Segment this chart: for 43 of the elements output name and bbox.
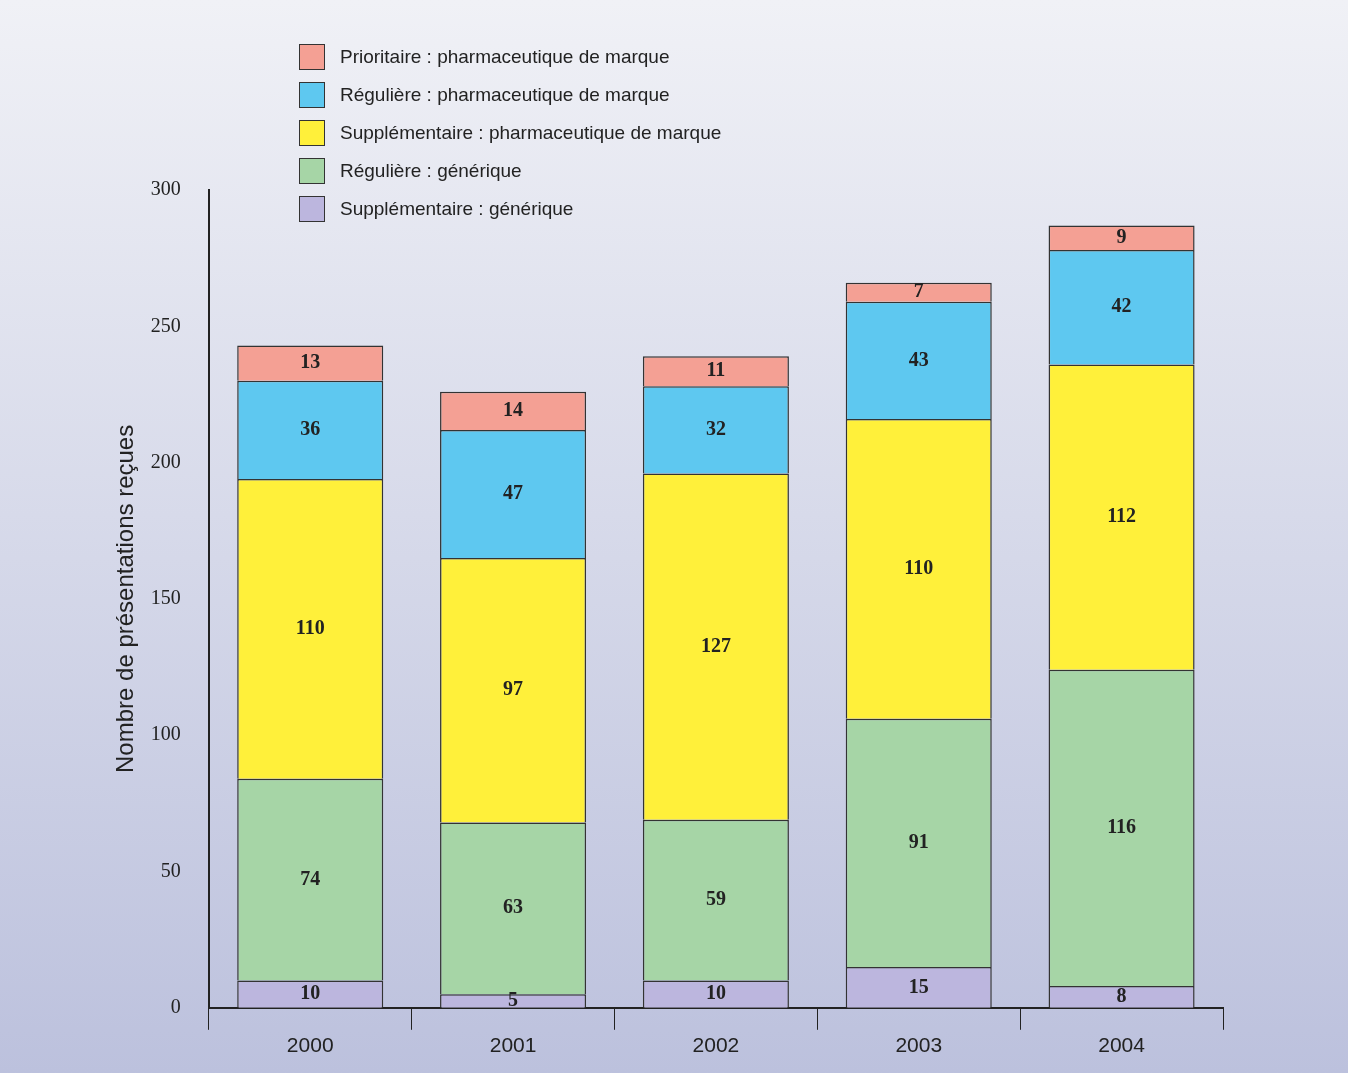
data-label: 10 — [705, 981, 726, 1004]
data-label: 32 — [705, 417, 726, 440]
y-tick-label: 150 — [150, 586, 181, 609]
legend-label: Supplémentaire : pharmaceutique de marque — [340, 122, 722, 144]
data-label: 112 — [1107, 504, 1137, 527]
x-tick-label: 2003 — [895, 1033, 943, 1057]
data-label: 42 — [1111, 294, 1132, 317]
legend-label: Supplémentaire : générique — [340, 198, 574, 220]
y-tick-label: 100 — [150, 722, 181, 745]
data-label: 13 — [300, 350, 321, 373]
x-tick-label: 2004 — [1098, 1033, 1146, 1057]
legend-label: Régulière : générique — [340, 160, 522, 182]
data-label: 15 — [908, 974, 929, 997]
data-label: 97 — [503, 677, 524, 700]
data-label: 10 — [300, 981, 321, 1004]
y-axis-title: Nombre de présentations reçues — [111, 424, 139, 773]
data-label: 91 — [908, 830, 929, 853]
data-label: 8 — [1116, 984, 1127, 1007]
data-label: 11 — [706, 358, 726, 381]
data-label: 116 — [1107, 815, 1137, 838]
y-tick-label: 300 — [150, 177, 181, 200]
data-label: 9 — [1116, 224, 1127, 247]
x-tick-label: 2001 — [489, 1033, 537, 1057]
y-tick-label: 0 — [170, 995, 181, 1018]
y-tick-label: 50 — [160, 858, 181, 881]
y-tick-label: 250 — [150, 313, 181, 336]
y-tick-label: 200 — [150, 449, 181, 472]
data-label: 127 — [700, 633, 731, 656]
x-tick-label: 2000 — [286, 1033, 334, 1057]
legend-label: Régulière : pharmaceutique de marque — [340, 84, 670, 106]
data-label: 7 — [913, 279, 924, 302]
data-label: 36 — [300, 417, 321, 440]
data-label: 5 — [508, 988, 519, 1011]
x-tick-label: 2002 — [692, 1033, 740, 1057]
legend-label: Prioritaire : pharmaceutique de marque — [340, 46, 670, 68]
data-label: 110 — [295, 616, 325, 639]
data-label: 110 — [904, 556, 934, 579]
data-label: 14 — [503, 397, 524, 420]
data-label: 74 — [300, 866, 321, 889]
data-label: 47 — [503, 481, 524, 504]
data-label: 59 — [705, 887, 726, 910]
data-label: 63 — [503, 895, 524, 918]
data-label: 43 — [908, 347, 929, 370]
